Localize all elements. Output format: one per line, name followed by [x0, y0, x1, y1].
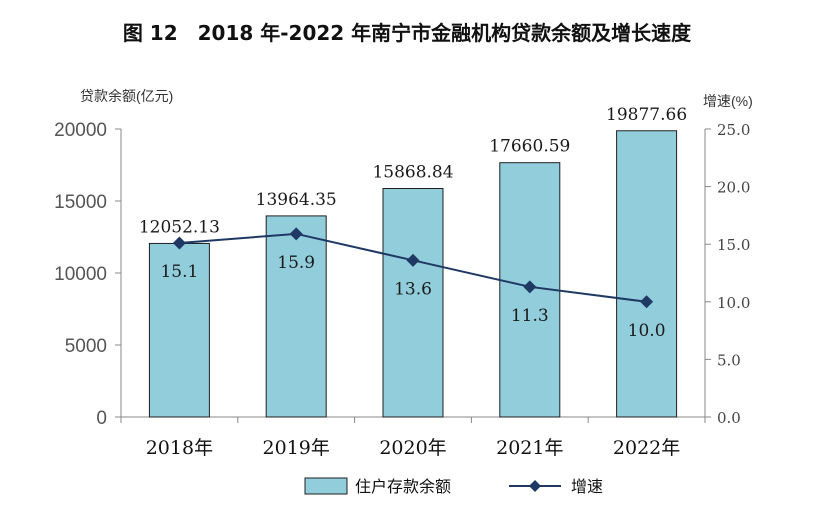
growth-point — [289, 227, 303, 241]
line-group — [172, 227, 654, 309]
x-axis-tick-label: 2018年 — [146, 437, 213, 459]
y-axis-left-tick-label: 0 — [96, 408, 107, 429]
y-axis-right-label: 增速(%) — [703, 93, 753, 109]
bar — [382, 187, 444, 418]
bar-value-label: 17660.59 — [489, 137, 570, 157]
growth-value-label: 11.3 — [511, 306, 549, 326]
legend-bar-label: 住户存款余额 — [355, 477, 451, 496]
growth-value-label: 15.9 — [277, 253, 315, 273]
y-axis-left-label: 贷款余额(亿元) — [80, 88, 173, 104]
y-axis-right-tick-label: 15.0 — [717, 236, 750, 254]
bar — [265, 215, 327, 418]
legend-bar-swatch — [304, 477, 348, 495]
y-axis-left-tick-label: 5000 — [65, 336, 107, 357]
bar-value-label: 12052.13 — [139, 217, 220, 237]
chart-title: 图 12 2018 年-2022 年南宁市金融机构贷款余额及增长速度 — [123, 21, 692, 45]
legend: 住户存款余额 增速 — [304, 477, 603, 496]
growth-point — [640, 295, 654, 309]
y-axis-right-tick-label: 5.0 — [717, 351, 741, 369]
x-axis-tick-label: 2019年 — [263, 437, 330, 459]
y-axis-left-tick-label: 10000 — [54, 264, 107, 285]
y-axis-right-tick-label: 0.0 — [717, 409, 741, 427]
x-axis-tick-label: 2021年 — [496, 437, 563, 459]
legend-line-label: 增速 — [571, 478, 603, 496]
bar-value-label: 13964.35 — [256, 190, 337, 210]
labels-group: 12052.13 13964.35 15868.84 17660.59 19877.66… — [139, 105, 687, 341]
growth-value-label: 13.6 — [394, 279, 432, 299]
y-axis-left-tick-label: 15000 — [54, 192, 107, 213]
y-axis-right-tick-label: 25.0 — [717, 121, 750, 139]
bar-value-label: 19877.66 — [606, 105, 687, 125]
growth-value-label: 15.1 — [160, 262, 198, 282]
y-axis-right-tick-label: 20.0 — [717, 179, 750, 197]
legend-line-marker — [529, 480, 541, 492]
y-axis-right-tick-label: 10.0 — [717, 294, 750, 312]
x-axis-tick-label: 2022年 — [613, 437, 680, 459]
bar-value-label: 15868.84 — [372, 162, 453, 182]
growth-point — [172, 236, 186, 250]
x-axis-tick-label: 2020年 — [379, 437, 446, 459]
growth-value-label: 10.0 — [628, 321, 666, 341]
y-axis-left-tick-label: 20000 — [54, 120, 107, 141]
bar — [148, 242, 210, 418]
growth-point — [406, 253, 420, 267]
growth-point — [523, 280, 537, 294]
bar — [616, 130, 678, 418]
